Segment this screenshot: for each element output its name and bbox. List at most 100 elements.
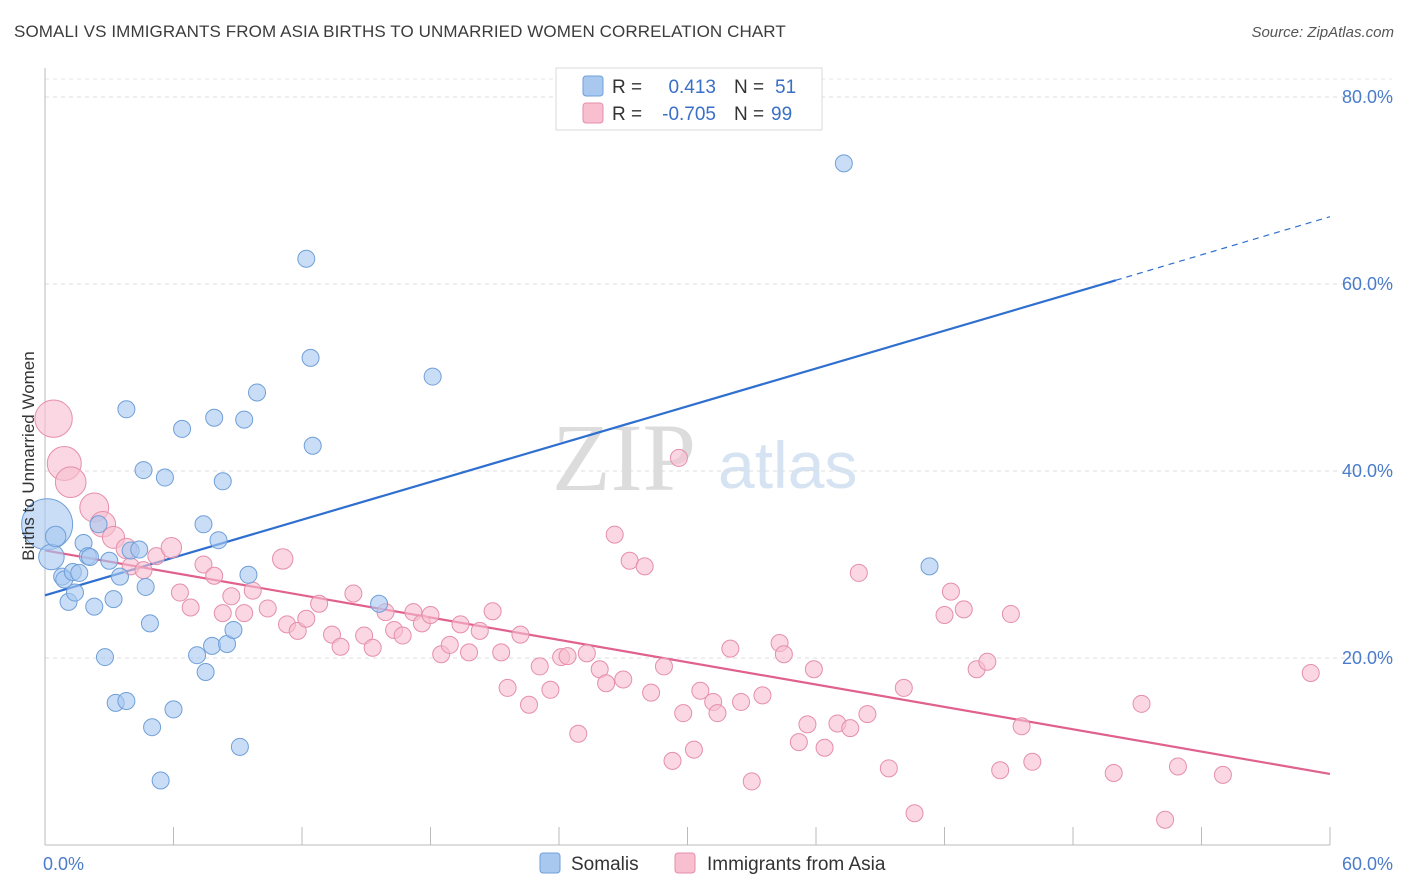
somalis-point — [230, 737, 249, 756]
asia-point — [235, 604, 254, 623]
somalis-point — [164, 700, 183, 719]
somalis-point — [920, 557, 939, 576]
somalis-point — [203, 636, 222, 655]
asia-point — [363, 638, 382, 657]
asia-point — [393, 626, 412, 645]
asia-point — [858, 705, 877, 724]
somalis-point — [297, 249, 316, 268]
asia-point — [272, 548, 294, 570]
asia-point — [243, 581, 262, 600]
asia-point — [1132, 694, 1151, 713]
axes — [44, 68, 1331, 846]
somalis-point — [151, 771, 170, 790]
somalis-point — [85, 597, 104, 616]
asia-n-value: 99 — [771, 104, 792, 125]
somalis-point — [130, 540, 149, 559]
asia-point — [344, 584, 363, 603]
bottom-legend: Somalis Immigrants from Asia — [539, 852, 886, 875]
asia-point — [635, 557, 654, 576]
asia-point — [194, 555, 213, 574]
asia-point — [288, 621, 307, 640]
somalis-point — [248, 383, 267, 402]
asia-point — [789, 733, 808, 752]
asia-point — [935, 605, 954, 624]
asia-point — [170, 583, 189, 602]
stats-legend: R = 0.413 N = 51 R = -0.705 N = 99 — [555, 67, 823, 131]
tick-labels: 20.0% 40.0% 60.0% 80.0% 0.0% 60.0% — [43, 87, 1393, 874]
asia-point — [605, 525, 624, 544]
asia-r-label: R = — [612, 104, 642, 125]
asia-point — [894, 678, 913, 697]
somalis-point — [38, 543, 65, 571]
asia-point — [691, 681, 710, 700]
asia-n-label: N = — [734, 104, 764, 125]
asia-point — [849, 563, 868, 582]
y-tick-label: 80.0% — [1342, 87, 1393, 107]
asia-point — [774, 645, 793, 664]
asia-point — [1001, 605, 1020, 624]
asia-point — [258, 599, 277, 618]
data-points — [21, 154, 1320, 829]
asia-point — [663, 751, 682, 770]
watermark: ZIP atlas — [552, 404, 857, 511]
asia-point — [1156, 810, 1175, 829]
y-axis-label: Births to Unmarried Women — [19, 351, 38, 560]
asia-point — [530, 657, 549, 676]
chart-title: SOMALI VS IMMIGRANTS FROM ASIA BIRTHS TO… — [14, 22, 786, 41]
asia-point — [440, 635, 459, 654]
legend-asia-label: Immigrants from Asia — [707, 854, 886, 875]
asia-point — [222, 587, 241, 606]
somalis-point — [173, 419, 192, 438]
somalis-trend-extension — [1115, 216, 1331, 281]
asia-point — [815, 738, 834, 757]
somalis-point — [301, 348, 320, 367]
asia-point — [798, 715, 817, 734]
somalis-point — [104, 590, 123, 609]
asia-point — [597, 674, 616, 693]
asia-point — [470, 621, 489, 640]
asia-point — [1023, 752, 1042, 771]
somalis-point — [117, 400, 136, 419]
asia-point — [205, 566, 224, 585]
asia-point — [742, 772, 761, 791]
asia-point — [708, 704, 727, 723]
asia-point — [558, 647, 577, 666]
asia-point — [669, 448, 688, 467]
somalis-point — [155, 468, 174, 487]
somalis-point — [235, 410, 254, 429]
asia-point — [297, 609, 316, 628]
asia-point — [511, 625, 530, 644]
asia-point — [954, 600, 973, 619]
somalis-point — [205, 408, 224, 427]
asia-point — [879, 759, 898, 778]
asia-swatch — [582, 102, 604, 124]
x-tick-label: 0.0% — [43, 854, 84, 874]
asia-point — [520, 695, 539, 714]
asia-point — [34, 399, 73, 438]
somalis-point — [45, 525, 67, 548]
asia-r-value: -0.705 — [662, 104, 716, 125]
somalis-point — [423, 367, 442, 386]
legend-asia-swatch — [674, 852, 696, 874]
y-tick-label: 40.0% — [1342, 461, 1393, 481]
asia-point — [732, 692, 751, 711]
asia-point — [54, 466, 87, 499]
somalis-point — [196, 663, 215, 682]
asia-point — [753, 686, 772, 705]
somalis-point — [100, 551, 119, 570]
somalis-n-value: 51 — [775, 77, 796, 98]
somalis-r-value: 0.413 — [668, 77, 716, 98]
somalis-point — [136, 577, 155, 596]
somalis-point — [143, 718, 162, 737]
asia-point — [322, 625, 341, 644]
asia-point — [841, 719, 860, 738]
asia-point — [1012, 717, 1031, 736]
asia-point — [1104, 764, 1123, 783]
asia-point — [498, 678, 517, 697]
asia-point — [577, 644, 596, 663]
asia-point — [160, 536, 183, 559]
asia-point — [978, 652, 997, 671]
somalis-point — [80, 548, 99, 567]
x-tick-label: 60.0% — [1342, 854, 1393, 874]
